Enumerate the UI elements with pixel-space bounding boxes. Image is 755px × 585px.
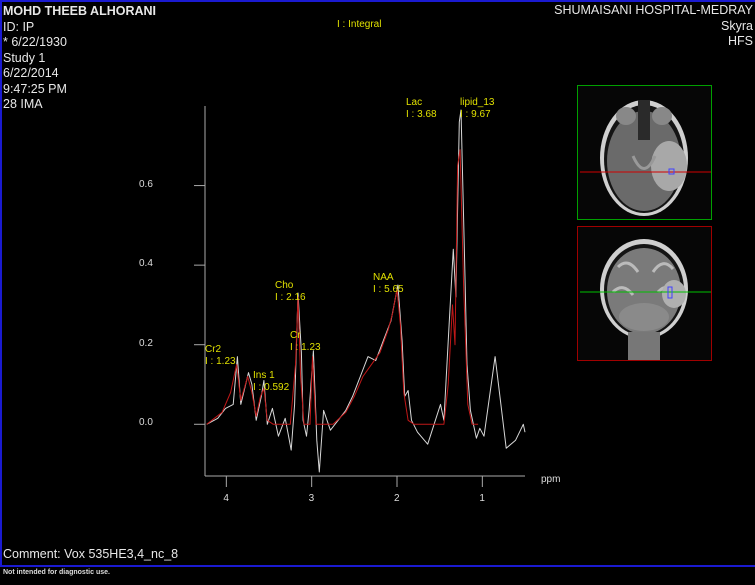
image-number: 28 IMA <box>3 97 43 111</box>
x-tick-label: 2 <box>394 493 400 504</box>
patient-position: HFS <box>728 34 753 48</box>
peak-integral: I : 9.67 <box>460 109 491 120</box>
peak-label-lac: Lac I : 3.68 <box>406 97 437 121</box>
peak-integral: I : 5.65 <box>373 284 404 295</box>
voxel-marker <box>668 168 675 175</box>
coronal-brain-image <box>580 239 711 360</box>
study: Study 1 <box>3 50 46 65</box>
y-tick-label: 0.4 <box>139 258 153 270</box>
y-tick-label: 0.6 <box>139 178 153 190</box>
x-axis-label: ppm <box>541 474 561 485</box>
study-date: 6/22/2014 <box>3 66 59 80</box>
peak-integral: I : 0.592 <box>253 382 290 393</box>
peak-name: Cr <box>290 330 301 341</box>
peak-integral: I : 1.23 <box>290 342 321 353</box>
series-fit-line <box>206 149 479 425</box>
peak-integral: I : 3.68 <box>406 109 437 120</box>
y-tick-label: 0.0 <box>139 417 153 429</box>
peak-label-cr: Cr I : 1.23 <box>290 330 321 354</box>
axial-localizer-image[interactable] <box>577 85 712 220</box>
series-measured-line <box>206 109 526 473</box>
birth-date: * 6/22/1930 <box>3 35 67 49</box>
x-tick-label: 1 <box>479 493 485 504</box>
peak-name: Cr2 <box>205 344 222 355</box>
peak-name: Ins 1 <box>253 370 275 381</box>
peak-label-cho: Cho I : 2.16 <box>275 280 306 304</box>
chart-series <box>206 109 526 473</box>
axial-brain-image <box>580 100 711 216</box>
x-tick-label: 4 <box>223 493 229 504</box>
x-tick-label: 3 <box>308 493 315 504</box>
disclaimer: Not intended for diagnostic use. <box>3 569 110 576</box>
peak-label-naa: NAA I : 5.65 <box>373 272 404 296</box>
study-time: 9:47:25 PM <box>3 81 67 96</box>
y-tick-label: 0.2 <box>139 337 153 349</box>
peak-name: NAA <box>373 272 394 283</box>
coronal-localizer-image[interactable] <box>577 226 712 361</box>
patient-name: MOHD THEEB ALHORANI <box>3 4 157 18</box>
peak-name: Cho <box>275 280 294 291</box>
comment: Comment: Vox 535HE3,4_nc_8 <box>3 547 179 561</box>
peak-integral: I : 2.16 <box>275 292 306 303</box>
voxel-marker <box>667 286 673 299</box>
patient-id: ID: IP <box>3 19 35 34</box>
chart-legend: I : Integral <box>337 19 382 30</box>
chart-axes <box>194 106 525 487</box>
viewer-frame <box>0 0 755 567</box>
patient-info: MOHD THEEB ALHORANI ID: IP * 6/22/1930 S… <box>3 4 156 113</box>
peak-name: Lac <box>406 97 423 108</box>
peak-name: lipid_13 <box>460 97 495 108</box>
peak-label-lipid13: lipid_13 I : 9.67 <box>460 97 494 121</box>
header-right-info: SHUMAISANI HOSPITAL-MEDRAY Skyra HFS <box>554 3 753 50</box>
institution: SHUMAISANI HOSPITAL-MEDRAY <box>554 3 753 17</box>
peak-label-cr2: Cr2 I : 1.23 <box>205 344 236 368</box>
peak-integral: I : 1.23 <box>205 356 236 367</box>
scanner: Skyra <box>721 18 753 33</box>
